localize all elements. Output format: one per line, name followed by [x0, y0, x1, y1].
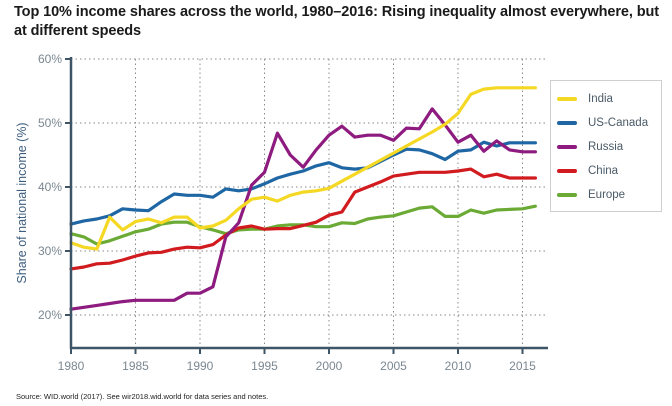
legend-item-india: India: [557, 90, 613, 108]
source-note: Source: WID.world (2017). See wir2018.wi…: [16, 392, 269, 401]
x-tick-label: 2005: [380, 359, 407, 373]
tick-labels: 20% 30% 40% 50% 60% 1980 1985 1990 1995 2000 2005 2…: [38, 52, 536, 373]
legend-label: Russia: [588, 141, 624, 153]
series-line-india: [69, 86, 538, 251]
legend-item-europe: Europe: [557, 186, 625, 204]
legend-label: China: [588, 165, 619, 177]
legend-swatch: [557, 193, 577, 197]
legend-label: India: [588, 93, 613, 105]
y-tick-label: 40%: [38, 180, 62, 194]
legend-item-russia: Russia: [557, 138, 623, 156]
series-lines: [69, 86, 538, 311]
y-tick-label: 60%: [38, 52, 62, 66]
gridlines: [71, 58, 548, 348]
legend-item-china: China: [557, 162, 618, 180]
series-line-russia: [69, 107, 538, 311]
legend-swatch: [557, 121, 577, 125]
y-tick-label: 20%: [38, 308, 62, 322]
legend-swatch: [557, 169, 577, 173]
axes: [69, 57, 548, 350]
x-tick-label: 2000: [316, 359, 343, 373]
legend: India US-Canada Russia China Europe: [550, 80, 662, 212]
legend-label: US-Canada: [588, 117, 649, 129]
legend-swatch: [557, 97, 577, 101]
legend-swatch: [557, 145, 577, 149]
chart-title: Top 10% income shares across the world, …: [14, 4, 659, 39]
legend-label: Europe: [588, 189, 626, 201]
y-tick-label: 30%: [38, 244, 62, 258]
x-tick-label: 2010: [445, 359, 472, 373]
series-line-china: [69, 167, 538, 271]
x-tick-label: 1995: [251, 359, 278, 373]
x-tick-label: 2015: [509, 359, 536, 373]
x-tick-label: 1990: [187, 359, 214, 373]
x-tick-label: 1980: [58, 359, 85, 373]
legend-item-us-canada: US-Canada: [557, 114, 648, 132]
x-tick-label: 1985: [122, 359, 149, 373]
y-tick-label: 50%: [38, 116, 62, 130]
y-axis-label: Share of national income (%): [15, 122, 29, 283]
series-line-us-canada: [69, 140, 538, 226]
